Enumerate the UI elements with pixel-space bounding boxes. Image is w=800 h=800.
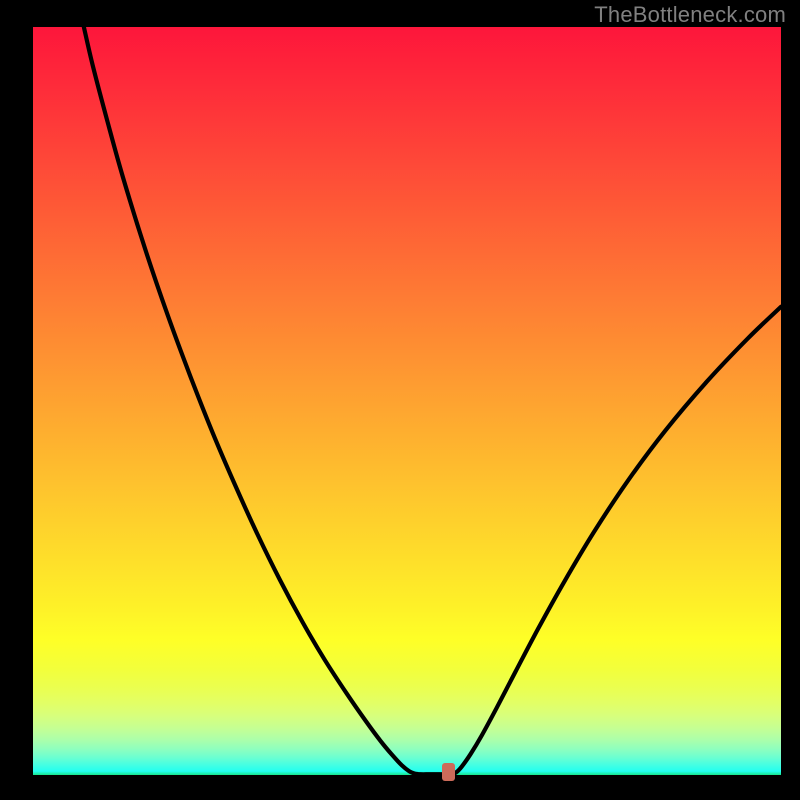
bottleneck-curve xyxy=(84,27,781,774)
watermark-label: TheBottleneck.com xyxy=(594,2,786,28)
plot-area xyxy=(33,27,781,775)
chart-container: TheBottleneck.com xyxy=(0,0,800,800)
curve-layer xyxy=(33,27,781,775)
minimum-marker xyxy=(442,763,455,781)
